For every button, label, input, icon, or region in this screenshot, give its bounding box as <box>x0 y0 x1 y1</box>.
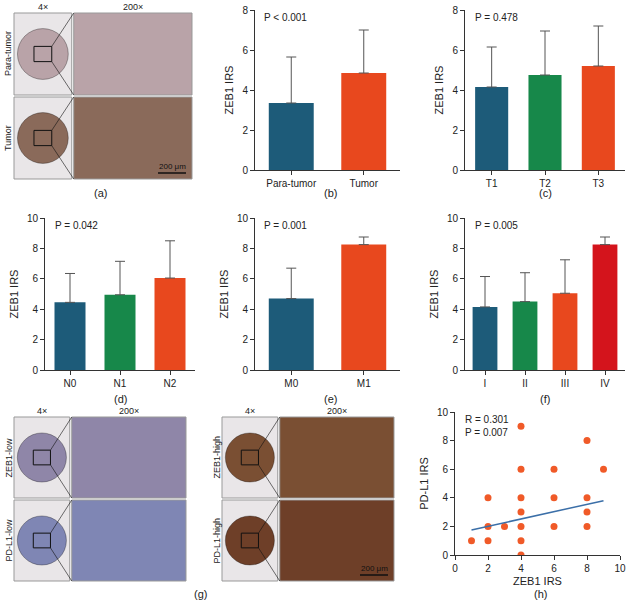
svg-text:(b): (b) <box>324 187 337 199</box>
svg-text:0: 0 <box>452 563 458 574</box>
svg-text:6: 6 <box>242 45 248 56</box>
svg-text:4×: 4× <box>245 406 255 416</box>
svg-text:N2: N2 <box>164 378 177 389</box>
svg-text:II: II <box>522 378 528 389</box>
svg-text:III: III <box>561 378 569 389</box>
svg-text:8: 8 <box>442 435 448 446</box>
svg-text:8: 8 <box>32 243 38 254</box>
svg-text:0: 0 <box>242 365 248 376</box>
svg-text:PD-L1-low: PD-L1-low <box>4 519 14 562</box>
svg-text:200×: 200× <box>123 2 143 12</box>
svg-text:Para-tumor: Para-tumor <box>3 31 13 76</box>
svg-text:2: 2 <box>442 521 448 532</box>
svg-text:(h): (h) <box>534 588 547 600</box>
svg-text:0: 0 <box>242 165 248 176</box>
svg-text:4×: 4× <box>37 406 47 416</box>
svg-text:ZEB1 IRS: ZEB1 IRS <box>433 66 445 115</box>
svg-text:200 μm: 200 μm <box>361 564 388 573</box>
svg-text:2: 2 <box>242 125 248 136</box>
svg-text:8: 8 <box>584 563 590 574</box>
svg-text:IV: IV <box>600 378 610 389</box>
svg-text:2: 2 <box>452 125 458 136</box>
svg-text:8: 8 <box>242 243 248 254</box>
svg-text:Tumor: Tumor <box>349 178 378 189</box>
svg-text:6: 6 <box>242 273 248 284</box>
svg-text:P = 0.042: P = 0.042 <box>55 220 98 231</box>
svg-text:2: 2 <box>242 334 248 345</box>
svg-text:0: 0 <box>452 165 458 176</box>
svg-text:ZEB1 IRS: ZEB1 IRS <box>218 270 230 319</box>
svg-text:ZEB1 IRS: ZEB1 IRS <box>8 270 20 319</box>
svg-text:T1: T1 <box>486 178 498 189</box>
svg-text:10: 10 <box>447 213 459 224</box>
svg-text:(a): (a) <box>94 187 107 199</box>
svg-text:P < 0.001: P < 0.001 <box>264 12 307 23</box>
svg-text:N1: N1 <box>114 378 127 389</box>
svg-text:8: 8 <box>452 5 458 16</box>
svg-text:4: 4 <box>32 304 38 315</box>
svg-text:2: 2 <box>452 334 458 345</box>
svg-text:6: 6 <box>452 45 458 56</box>
svg-text:N0: N0 <box>64 378 77 389</box>
svg-text:P = 0.005: P = 0.005 <box>475 220 518 231</box>
svg-text:4: 4 <box>452 85 458 96</box>
svg-text:2: 2 <box>485 563 491 574</box>
svg-text:2: 2 <box>32 334 38 345</box>
svg-text:4×: 4× <box>38 2 48 12</box>
svg-text:0: 0 <box>32 365 38 376</box>
svg-text:Tumor: Tumor <box>3 125 13 151</box>
svg-text:(g): (g) <box>194 588 207 600</box>
svg-text:10: 10 <box>437 407 449 418</box>
svg-text:ZEB1 IRS: ZEB1 IRS <box>223 66 235 115</box>
svg-text:P = 0.478: P = 0.478 <box>475 12 518 23</box>
svg-text:T2: T2 <box>539 178 551 189</box>
svg-text:200×: 200× <box>327 406 347 416</box>
svg-text:(f): (f) <box>540 393 550 405</box>
svg-text:8: 8 <box>452 243 458 254</box>
svg-text:6: 6 <box>32 273 38 284</box>
svg-text:R = 0.301P = 0.007: R = 0.301P = 0.007 <box>465 414 509 438</box>
svg-text:6: 6 <box>442 464 448 475</box>
svg-text:10: 10 <box>27 213 39 224</box>
svg-text:8: 8 <box>242 5 248 16</box>
svg-text:PD-L1-high: PD-L1-high <box>212 518 222 564</box>
svg-text:10: 10 <box>237 213 249 224</box>
svg-text:T3: T3 <box>592 178 604 189</box>
svg-text:(e): (e) <box>324 393 337 405</box>
svg-text:4: 4 <box>442 492 448 503</box>
svg-text:4: 4 <box>242 304 248 315</box>
svg-text:ZEB1-high: ZEB1-high <box>212 436 222 479</box>
svg-text:6: 6 <box>551 563 557 574</box>
svg-text:P = 0.001: P = 0.001 <box>264 220 307 231</box>
svg-text:200 μm: 200 μm <box>159 162 186 171</box>
svg-text:6: 6 <box>452 273 458 284</box>
svg-text:I: I <box>484 378 487 389</box>
svg-text:10: 10 <box>614 563 626 574</box>
svg-text:(c): (c) <box>539 187 552 199</box>
svg-text:4: 4 <box>518 563 524 574</box>
svg-text:M1: M1 <box>357 378 371 389</box>
svg-text:PD-L1 IRS: PD-L1 IRS <box>418 457 430 510</box>
svg-text:ZEB1-low: ZEB1-low <box>4 438 14 478</box>
svg-text:ZEB1 IRS: ZEB1 IRS <box>513 575 562 587</box>
svg-text:4: 4 <box>242 85 248 96</box>
svg-text:ZEB1 IRS: ZEB1 IRS <box>428 270 440 319</box>
svg-text:0: 0 <box>452 365 458 376</box>
svg-text:200×: 200× <box>119 406 139 416</box>
svg-text:4: 4 <box>452 304 458 315</box>
svg-text:M0: M0 <box>284 378 298 389</box>
svg-text:0: 0 <box>442 550 448 561</box>
svg-text:(d): (d) <box>114 393 127 405</box>
svg-text:Para-tumor: Para-tumor <box>266 178 317 189</box>
